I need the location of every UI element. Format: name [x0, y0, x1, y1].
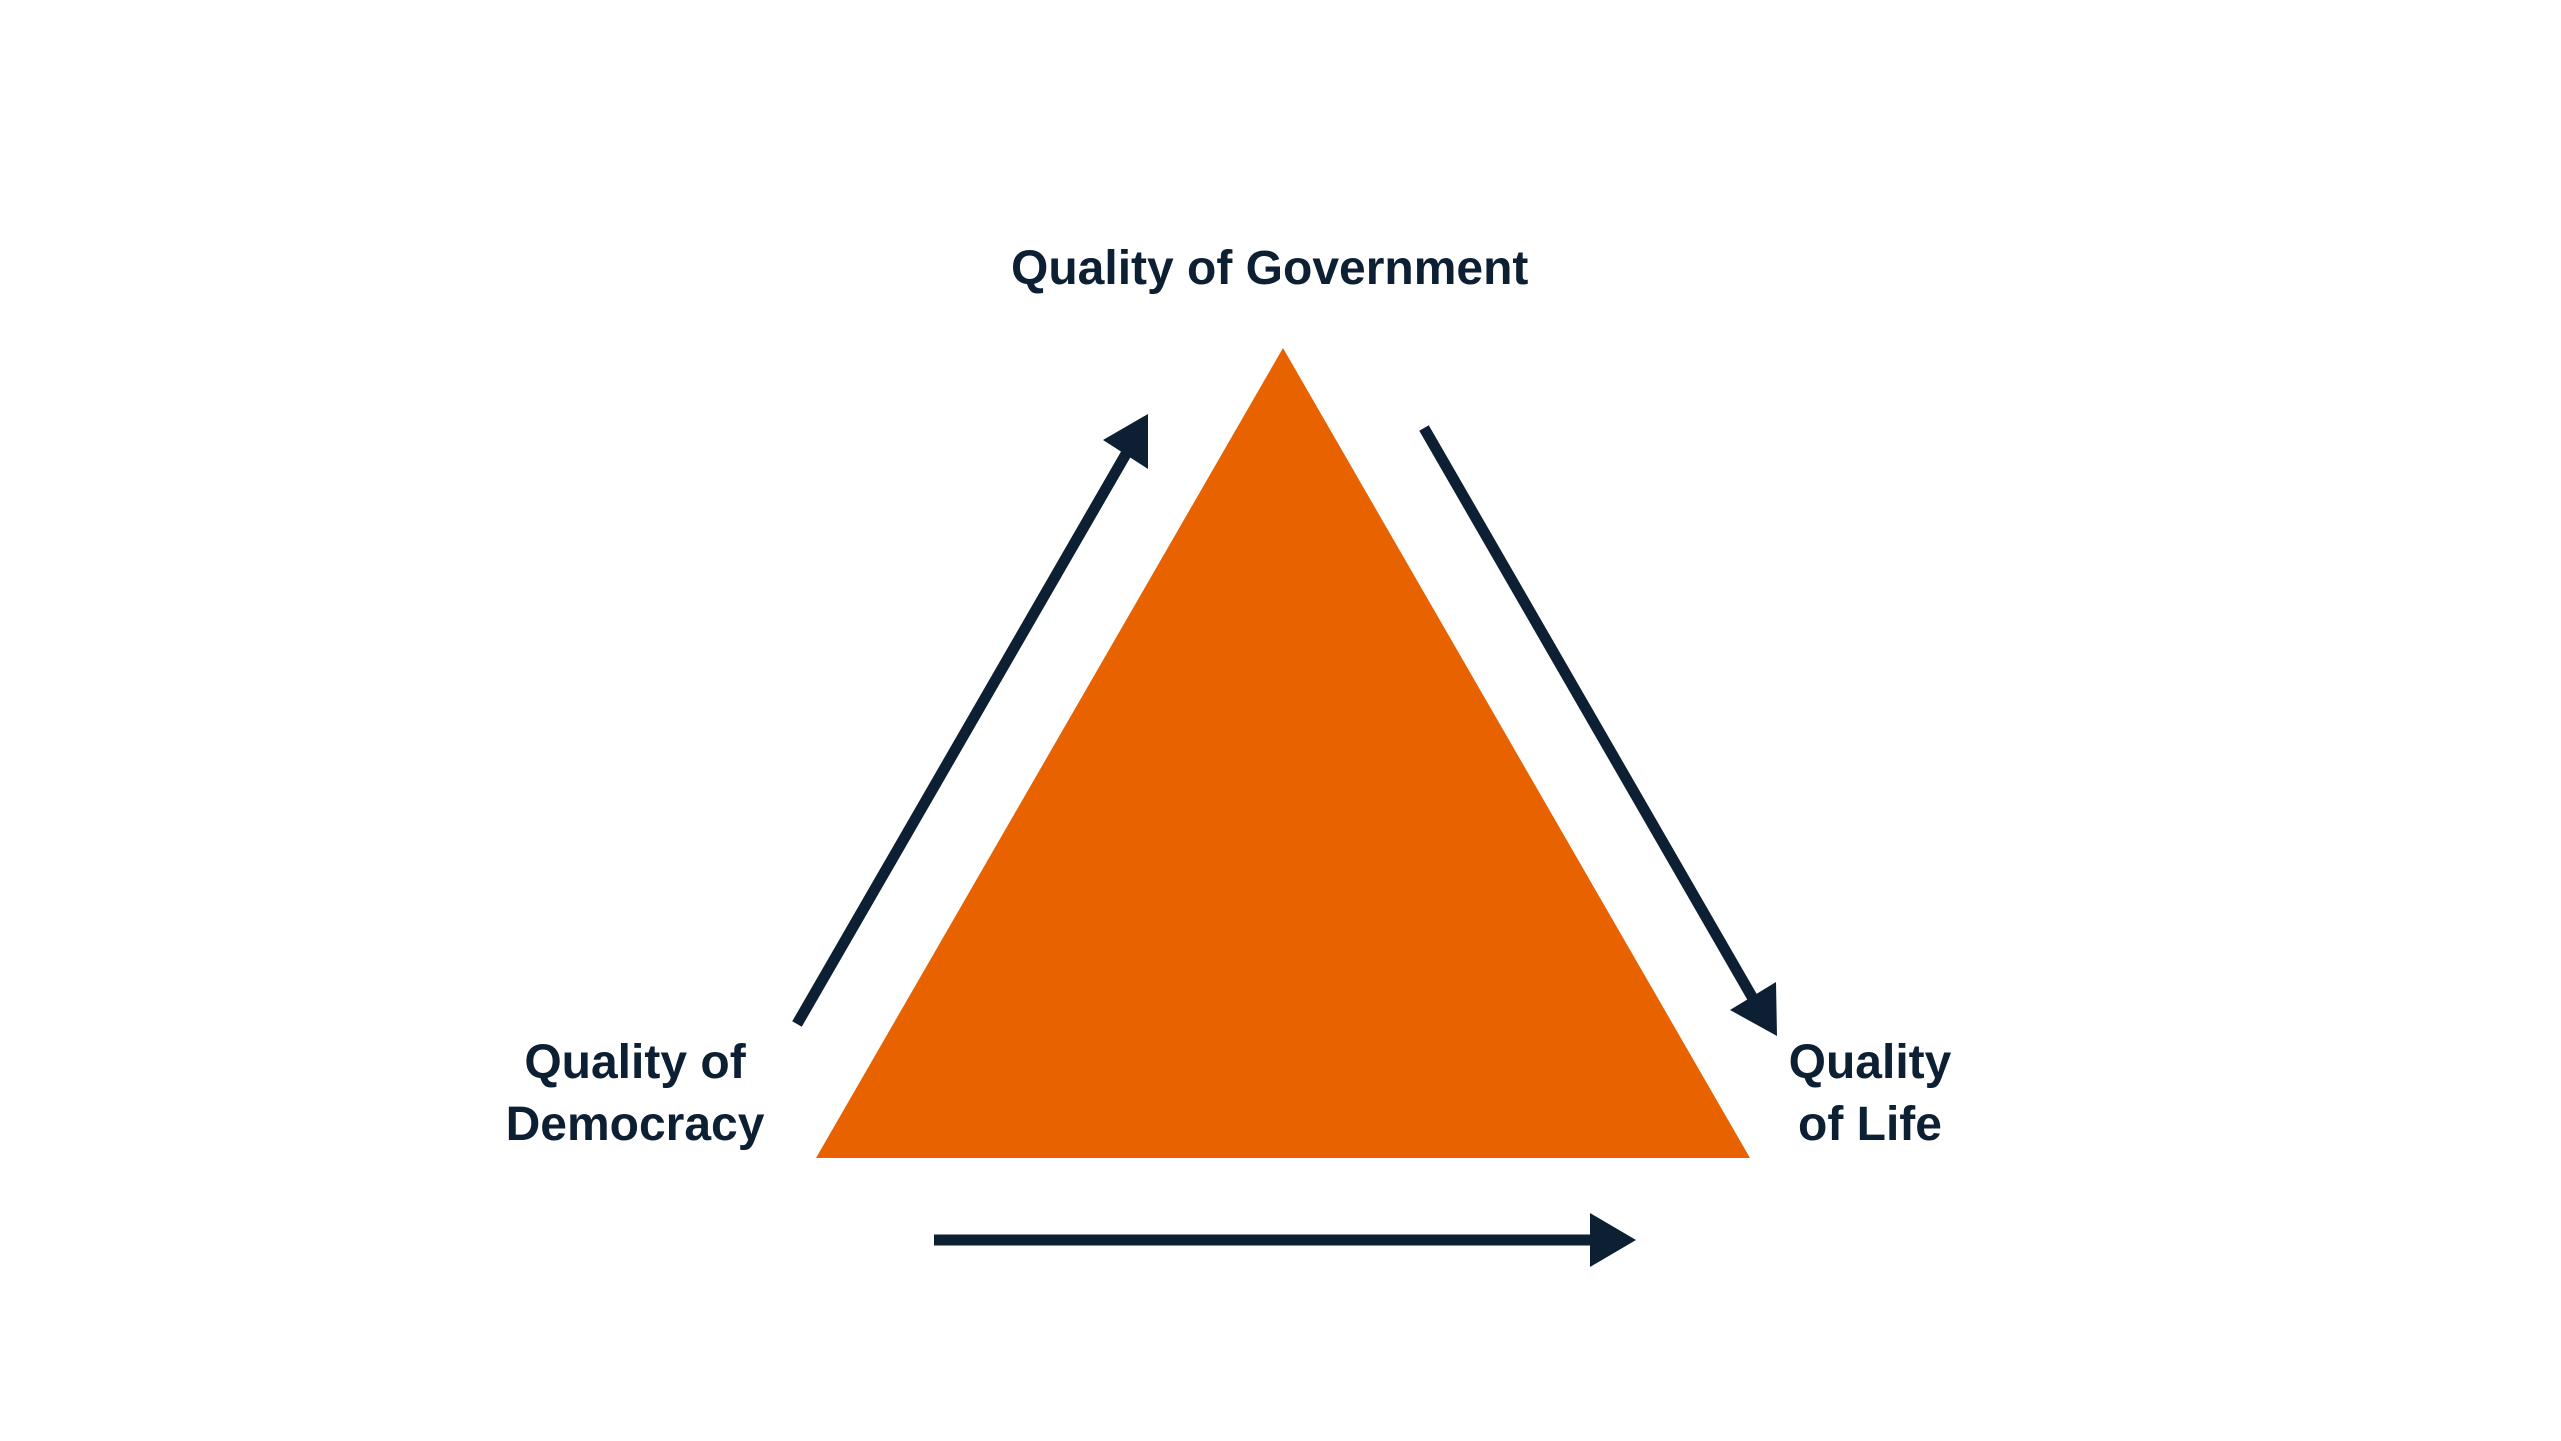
arrow-democracy-to-government	[792, 414, 1148, 1027]
arrow-government-to-life	[1419, 425, 1777, 1036]
node-label-government-text: Quality of Government	[1011, 242, 1529, 295]
node-label-democracy-line1: Quality of	[524, 1036, 746, 1089]
node-label-life-line2: of Life	[1798, 1098, 1942, 1151]
node-label-life: Quality of Life	[1770, 1032, 1970, 1156]
central-triangle	[816, 348, 1750, 1158]
node-label-life-line1: Quality	[1788, 1036, 1952, 1089]
node-label-government: Quality of Government	[1011, 238, 1528, 300]
arrow-democracy-to-life	[934, 1213, 1636, 1267]
node-label-democracy: Quality of Democracy	[490, 1032, 780, 1156]
node-label-democracy-line2: Democracy	[505, 1098, 765, 1151]
